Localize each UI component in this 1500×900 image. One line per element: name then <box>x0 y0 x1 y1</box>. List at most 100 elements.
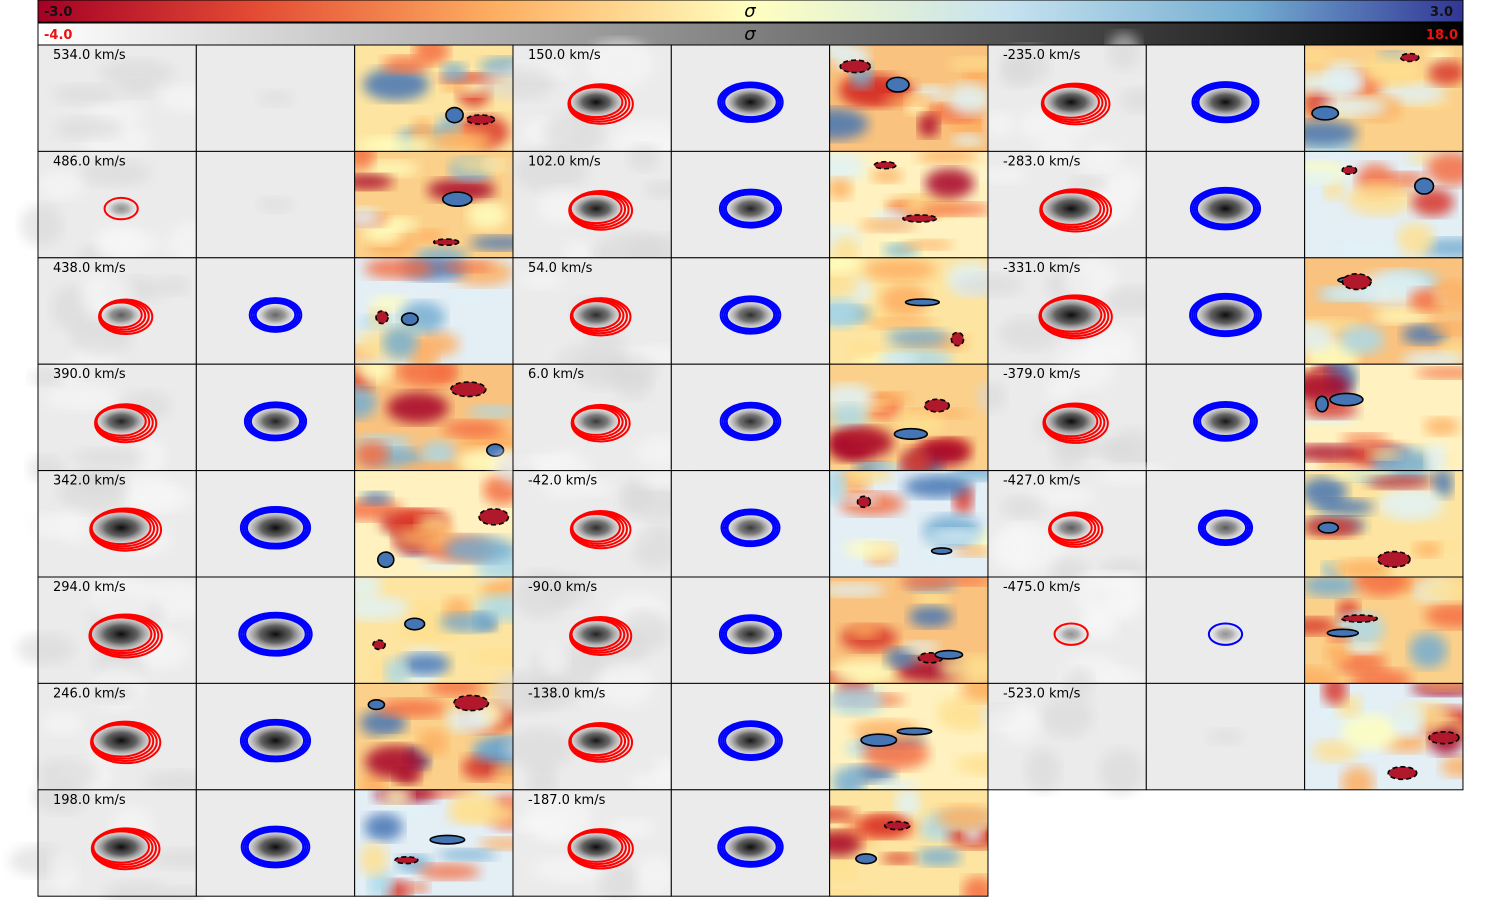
residual-noise-blob <box>1417 683 1463 692</box>
data-contour <box>1040 82 1111 126</box>
model-contour <box>1203 514 1248 542</box>
data-panel: 6.0 km/s <box>490 350 696 489</box>
model-contour <box>1193 296 1258 334</box>
residual-noise-blob <box>844 470 892 484</box>
residual-noise-blob <box>400 462 468 471</box>
model-panel <box>1145 44 1306 152</box>
residual-noise-blob <box>916 847 962 867</box>
residual-contour <box>485 443 505 458</box>
residual-contour <box>856 495 872 509</box>
residual-noise-blob <box>900 577 952 590</box>
channel-panel-group: -187.0 km/s <box>512 789 989 900</box>
residual-panel-frame <box>829 789 989 897</box>
residual-contour <box>902 214 938 223</box>
residual-noise-blob <box>1411 188 1455 217</box>
model-contour <box>239 506 312 550</box>
residual-noise-blob <box>1304 50 1335 63</box>
residual-noise-blob <box>947 82 988 116</box>
model-contour <box>720 190 781 227</box>
data-panel: -235.0 km/s <box>984 32 1160 152</box>
model-colorbar-min: -4.0 <box>44 28 72 43</box>
residual-noise-blob <box>829 403 869 430</box>
data-emission-blob <box>569 300 623 330</box>
data-contour <box>94 403 158 444</box>
data-contour <box>90 720 162 765</box>
residual-noise-blob <box>376 735 422 746</box>
residual-contour <box>375 310 389 325</box>
residual-noise-blob <box>1377 82 1447 105</box>
residual-noise-blob <box>829 807 857 822</box>
residual-noise-blob <box>829 298 860 329</box>
data-noise-blob <box>52 84 119 105</box>
residual-noise-blob <box>919 202 988 217</box>
residual-noise-blob <box>902 641 940 654</box>
data-noise-blob <box>1080 142 1123 177</box>
model-contour <box>719 295 782 335</box>
model-emission-blob <box>1195 85 1256 120</box>
model-emission-blob <box>1197 405 1254 438</box>
model-contour <box>240 825 311 869</box>
data-emission-blob <box>566 830 626 864</box>
residual-field <box>354 364 513 471</box>
residual-noise-blob <box>832 426 894 459</box>
model-contour <box>242 614 309 654</box>
data-emission-blob <box>568 618 624 650</box>
channel-velocity-label: -523.0 km/s <box>1003 686 1081 701</box>
residual-noise-blob <box>829 108 869 140</box>
residual-contour <box>400 312 419 326</box>
model-contour <box>1191 188 1260 229</box>
residual-noise-blob <box>1304 169 1340 186</box>
data-noise-blob <box>44 384 119 412</box>
residual-noise-blob <box>461 754 502 781</box>
data-noise-blob <box>596 662 655 707</box>
channel-velocity-label: 294.0 km/s <box>53 580 126 595</box>
residual-panel <box>829 682 989 791</box>
residual-noise-blob <box>400 653 451 676</box>
model-contour <box>722 510 779 546</box>
data-noise-blob <box>54 116 123 140</box>
residual-panel <box>829 257 989 365</box>
data-emission-blob <box>93 406 149 437</box>
data-noise-blob <box>1075 571 1148 589</box>
model-contour <box>719 401 782 442</box>
model-panel <box>195 576 356 684</box>
data-noise-blob <box>984 111 1014 138</box>
residual-noise-blob <box>927 528 984 543</box>
data-panel: -427.0 km/s <box>987 464 1172 588</box>
data-noise-blob <box>20 204 64 247</box>
data-contour <box>90 827 161 871</box>
data-noise-blob <box>69 469 126 492</box>
data-noise-blob <box>130 484 196 512</box>
residual-noise-blob <box>359 842 389 876</box>
model-emission-blob <box>721 85 780 119</box>
data-emission-blob <box>567 192 625 225</box>
data-noise-blob <box>981 166 1029 184</box>
residual-contour <box>885 76 910 93</box>
model-contour <box>1197 85 1254 119</box>
model-contour <box>245 723 306 758</box>
residual-field <box>354 577 513 684</box>
data-panel: -138.0 km/s <box>492 662 686 801</box>
data-noise-blob <box>1000 496 1046 519</box>
residual-field <box>354 151 513 258</box>
residual-noise-blob <box>1304 667 1342 684</box>
model-contour <box>721 403 780 440</box>
residual-noise-blob <box>829 890 873 897</box>
residual-panel <box>1304 470 1464 578</box>
model-contour <box>254 301 297 329</box>
data-noise-blob <box>160 276 190 296</box>
residual-field <box>354 45 513 152</box>
residual-contour <box>1329 392 1364 407</box>
residual-noise-blob <box>1304 322 1335 353</box>
data-noise-blob <box>627 144 660 171</box>
residual-noise-blob <box>1425 602 1463 629</box>
residual-panel <box>1304 682 1464 791</box>
residual-noise-blob <box>453 158 513 174</box>
model-emission-blob <box>249 406 302 437</box>
residual-field <box>1304 364 1463 471</box>
model-contour <box>721 829 780 865</box>
residual-contour <box>930 547 953 555</box>
residual-noise-blob <box>364 745 426 779</box>
data-noise-blob <box>1004 46 1050 85</box>
data-emission-blob <box>87 509 156 547</box>
